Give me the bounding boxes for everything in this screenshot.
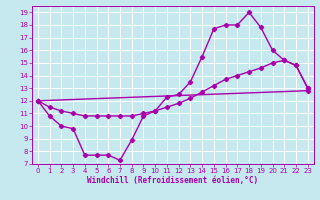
X-axis label: Windchill (Refroidissement éolien,°C): Windchill (Refroidissement éolien,°C) [87, 176, 258, 185]
